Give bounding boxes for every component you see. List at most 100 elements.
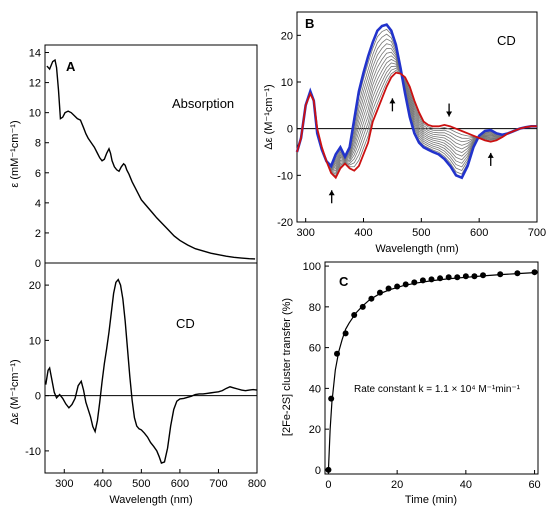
up-arrow-345-head — [328, 190, 335, 196]
cd-intermediate-line — [296, 28, 537, 175]
panel-b-y-tick-label: -10 — [277, 170, 293, 182]
panel-a-absorption-annotation: Absorption — [172, 96, 234, 111]
panel-b-x-label: Wavelength (nm) — [375, 243, 458, 255]
panel-b-annotation: CD — [497, 33, 516, 48]
panel-a-cd-x-tick-label: 500 — [132, 478, 150, 490]
data-point — [514, 270, 521, 277]
panel-c-ticks: 0 20 40 60 80 100 0 20 40 60 — [303, 261, 541, 491]
panel-b-series — [295, 23, 537, 180]
panel-b-y-tick-label: 0 — [287, 124, 293, 136]
panel-a-absorption-y-label: ε (mM⁻¹cm⁻¹) — [9, 120, 21, 187]
panel-a-absorption-y-tick-label: 6 — [35, 168, 41, 180]
panel-a-absorption-y-tick-label: 12 — [29, 78, 41, 90]
data-point — [376, 289, 383, 296]
data-point — [437, 275, 444, 282]
data-point — [334, 350, 341, 357]
data-point — [480, 272, 487, 279]
data-point — [471, 273, 478, 280]
panel-b-y-tick-label: 10 — [281, 77, 293, 89]
panel-b-y-tick-label: -20 — [277, 217, 293, 229]
data-point — [325, 466, 332, 473]
panel-a-cd-y-tick-label: 10 — [29, 335, 41, 347]
data-point — [385, 285, 392, 292]
panel-c-y-tick-label: 80 — [309, 302, 321, 314]
panel-b-x-tick-label: 300 — [296, 227, 314, 239]
panel-b-letter: B — [305, 16, 314, 31]
cd-intermediate-line — [296, 51, 537, 170]
cd-intermediate-line — [296, 62, 537, 172]
panel-b-arrows — [328, 98, 494, 204]
panel-a-cd-x-tick-label: 700 — [209, 478, 227, 490]
panel-c-series — [325, 269, 538, 473]
panel-c: C Rate constant k = 1.1 × 10⁴ M⁻¹min⁻¹ 0… — [281, 261, 541, 506]
cd-intermediate-line — [296, 38, 537, 169]
cd-initial-blue-line — [295, 23, 537, 180]
data-point — [342, 330, 349, 337]
data-point — [394, 283, 401, 290]
data-point — [531, 269, 538, 276]
up-arrow-450-head — [389, 98, 396, 104]
panel-c-x-label: Time (min) — [405, 494, 457, 506]
absorption-line — [46, 58, 256, 260]
panel-a-cd-x-tick-label: 300 — [55, 478, 73, 490]
panel-c-y-label: [2Fe-2S] cluster transfer (%) — [281, 298, 293, 436]
panel-a-cd-series — [45, 278, 258, 464]
panel-a-absorption-y-tick-label: 4 — [35, 198, 41, 210]
panel-b-y-label: Δε (M⁻¹cm⁻¹) — [263, 84, 275, 149]
panel-b-ticks: -20 -10 0 10 20 300 400 500 600 700 — [277, 30, 546, 239]
panel-b-y-tick-label: 20 — [281, 30, 293, 42]
fit-curve — [327, 272, 535, 470]
panel-a-cd-annotation: CD — [176, 316, 195, 331]
cd-intermediate-line — [296, 33, 537, 171]
cd-line — [45, 278, 258, 464]
panel-b-x-tick-label: 600 — [470, 227, 488, 239]
panel-a-x-label: Wavelength (nm) — [109, 494, 192, 506]
panel-a-cd-ticks: -10 0 10 20 300 400 500 600 700 800 — [25, 280, 266, 490]
panel-a-absorption-y-tick-label: 0 — [35, 258, 41, 270]
data-point — [368, 295, 375, 302]
data-point — [402, 281, 409, 288]
panel-b-x-tick-label: 500 — [412, 227, 430, 239]
data-point — [411, 279, 418, 286]
panel-a-letter: A — [66, 59, 76, 74]
data-point — [428, 276, 435, 283]
panel-c-letter: C — [339, 274, 349, 289]
panel-c-frame — [324, 261, 539, 475]
panel-b: B CD -20 -10 0 10 20 300 400 500 600 700 Δε (M⁻¹c… — [263, 11, 546, 255]
panel-a-absorption-y-tick-label: 8 — [35, 138, 41, 150]
panel-a-cd-y-tick-label: 0 — [35, 391, 41, 403]
panel-c-y-tick-label: 20 — [309, 424, 321, 436]
panel-c-annotation: Rate constant k = 1.1 × 10⁴ M⁻¹min⁻¹ — [354, 384, 521, 395]
data-point — [462, 273, 469, 280]
down-arrow-548-head — [446, 111, 453, 117]
panel-c-y-tick-label: 40 — [309, 383, 321, 395]
panel-b-frame — [296, 11, 538, 223]
data-point — [454, 274, 461, 281]
panel-c-x-tick-label: 60 — [528, 479, 540, 491]
panel-c-x-tick-label: 20 — [391, 479, 403, 491]
panel-b-x-tick-label: 400 — [354, 227, 372, 239]
panel-a-cd-frame — [44, 262, 258, 474]
data-point — [497, 271, 504, 278]
panel-a-cd-x-tick-label: 800 — [248, 478, 266, 490]
panel-a: A Absorption CD 0 2 4 6 8 10 12 14 -10 0 10 20 300 4… — [9, 44, 266, 506]
panel-c-x-tick-label: 40 — [460, 479, 472, 491]
up-arrow-620-head — [487, 152, 494, 158]
data-point — [328, 395, 335, 402]
panel-a-cd-x-tick-label: 400 — [94, 478, 112, 490]
panel-a-absorption-y-ticks: 0 2 4 6 8 10 12 14 — [29, 48, 49, 270]
data-point — [359, 303, 366, 310]
panel-a-absorption-frame — [44, 44, 258, 264]
panel-c-y-tick-label: 100 — [303, 261, 321, 273]
cd-final-red-line — [296, 71, 537, 180]
panel-a-cd-y-tick-label: 20 — [29, 280, 41, 292]
panel-a-cd-y-tick-label: -10 — [25, 446, 41, 458]
panel-a-absorption-y-tick-label: 2 — [35, 228, 41, 240]
panel-c-y-tick-label: 0 — [315, 465, 321, 477]
panel-a-absorption-y-tick-label: 10 — [29, 108, 41, 120]
data-point — [445, 274, 452, 281]
panel-c-x-tick-label: 0 — [325, 479, 331, 491]
panel-a-absorption-series — [46, 58, 256, 260]
data-point — [351, 312, 358, 318]
